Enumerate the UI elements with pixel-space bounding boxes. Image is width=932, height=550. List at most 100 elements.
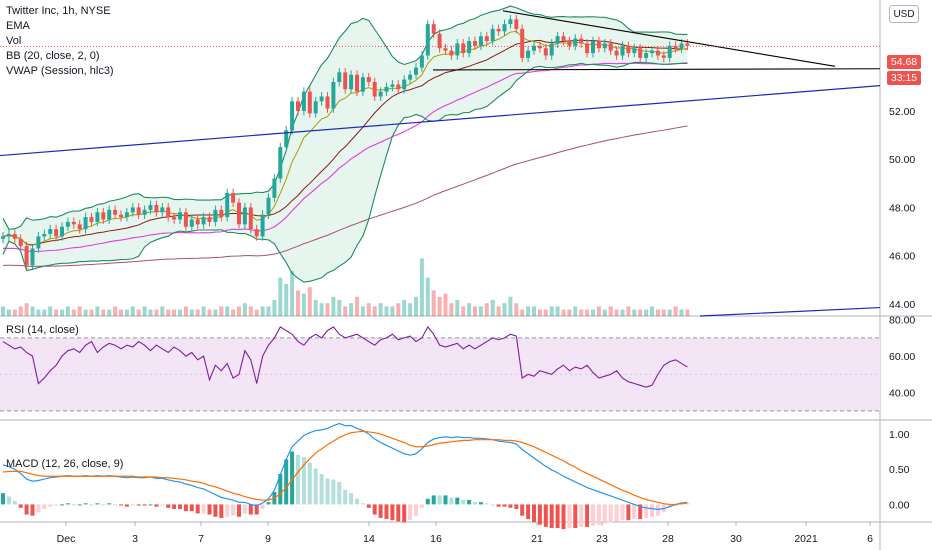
candle-body [54, 229, 59, 237]
candle-body [207, 217, 212, 222]
macd-histogram-bar [30, 504, 35, 516]
volume-bar [425, 277, 430, 316]
price-axis-label: 44.00 [889, 299, 915, 311]
chart-legend: Twitter Inc, 1h, NYSE EMA Vol BB (20, cl… [6, 4, 114, 79]
candle-body [567, 41, 572, 46]
volume-bar [520, 309, 525, 316]
macd-histogram-bar [526, 504, 531, 520]
candle-body [650, 50, 654, 54]
candle-body [219, 209, 224, 218]
signal-line [2, 430, 688, 506]
price-axis-label: 48.00 [889, 202, 915, 214]
last-price-tag: 54.68 [887, 55, 921, 69]
candle-body [573, 38, 578, 46]
time-axis-label: 9 [265, 533, 271, 545]
macd-histogram-bar [325, 478, 330, 505]
candle-body [408, 74, 413, 80]
volume-bar [178, 309, 182, 316]
candle-body [331, 82, 336, 109]
macd-histogram-bar [231, 504, 236, 516]
macd-histogram-bar [166, 504, 171, 508]
volume-bar [461, 306, 466, 316]
candle-body [119, 214, 123, 218]
volume-bar [626, 306, 631, 316]
macd-histogram-bar [425, 498, 430, 505]
candle-body [355, 74, 359, 92]
rsi-axis-label: 80.00 [889, 315, 915, 327]
candle-body [48, 229, 53, 234]
candle-body [290, 101, 295, 131]
rsi-axis-label: 40.00 [889, 388, 915, 400]
macd-histogram-bar [284, 459, 289, 505]
macd-histogram-bar [219, 504, 224, 518]
candle-body [12, 233, 17, 239]
candle-body [520, 28, 525, 58]
volume-bar [42, 309, 47, 316]
volume-bar [502, 303, 507, 316]
candle-body [490, 28, 495, 42]
time-axis-label: 14 [363, 533, 375, 545]
macd-legend[interactable]: MACD (12, 26, close, 9) [6, 458, 124, 470]
rsi-axis-label: 60.00 [889, 351, 915, 363]
macd-histogram-bar [154, 504, 159, 507]
candle-body [360, 77, 365, 92]
time-axis-label: 16 [430, 533, 442, 545]
indicator-bb[interactable]: BB (20, close, 2, 0) [6, 50, 100, 62]
candle-body [431, 24, 436, 34]
candle-body [390, 84, 395, 87]
volume-bar [561, 309, 566, 316]
time-axis-label: Dec [57, 533, 76, 545]
macd-histogram-bar [290, 451, 295, 505]
bb-upper-line [2, 5, 688, 230]
volume-bar [396, 303, 401, 316]
candle-body [473, 41, 477, 46]
macd-histogram-bar [18, 504, 23, 508]
volume-bar [284, 284, 289, 316]
macd-histogram-bar [172, 504, 177, 509]
volume-bar [661, 309, 666, 316]
indicator-vwap[interactable]: VWAP (Session, hlc3) [6, 65, 114, 77]
candle-body [42, 233, 47, 237]
candle-body [301, 91, 306, 111]
macd-histogram-bar [366, 504, 371, 508]
volume-bar [331, 296, 336, 316]
candle-body [467, 41, 472, 54]
candle-body [89, 217, 94, 222]
volume-bar [30, 306, 35, 316]
candle-body [478, 36, 483, 46]
candle-body [372, 82, 377, 97]
macd-histogram-bar [502, 504, 507, 507]
macd-histogram-bar [520, 504, 525, 516]
candle-body [614, 50, 619, 56]
macd-histogram-bar [514, 504, 519, 509]
trendline-blue-lower [699, 306, 881, 317]
volume-bar [478, 306, 483, 316]
countdown-tag: 33:15 [887, 71, 921, 85]
ema-slow-line [2, 125, 688, 267]
macd-histogram-bar [419, 504, 424, 508]
volume-bar [620, 309, 625, 316]
volume-bar [313, 300, 318, 316]
macd-histogram-bar [596, 504, 601, 525]
time-axis-label: 28 [662, 533, 674, 545]
candle-body [443, 48, 448, 51]
macd-histogram-bar [207, 504, 212, 515]
macd-histogram-bar [473, 502, 477, 505]
macd-histogram-bar [685, 503, 690, 505]
volume-bar [301, 293, 306, 316]
volume-bar [537, 309, 542, 316]
indicator-vol[interactable]: Vol [6, 35, 22, 47]
macd-axis-label: 1.00 [889, 429, 910, 441]
macd-histogram-bar [449, 497, 454, 505]
currency-button[interactable]: USD [889, 5, 919, 23]
candle-body [349, 74, 354, 90]
indicator-ema[interactable]: EMA [6, 20, 30, 32]
candle-body [107, 209, 112, 220]
candle-body [561, 36, 566, 42]
rsi-legend[interactable]: RSI (14, close) [6, 324, 79, 336]
volume-bar [366, 303, 371, 316]
volume-bar [60, 309, 64, 316]
volume-bar [532, 306, 536, 316]
macd-histogram-bar [124, 504, 129, 507]
